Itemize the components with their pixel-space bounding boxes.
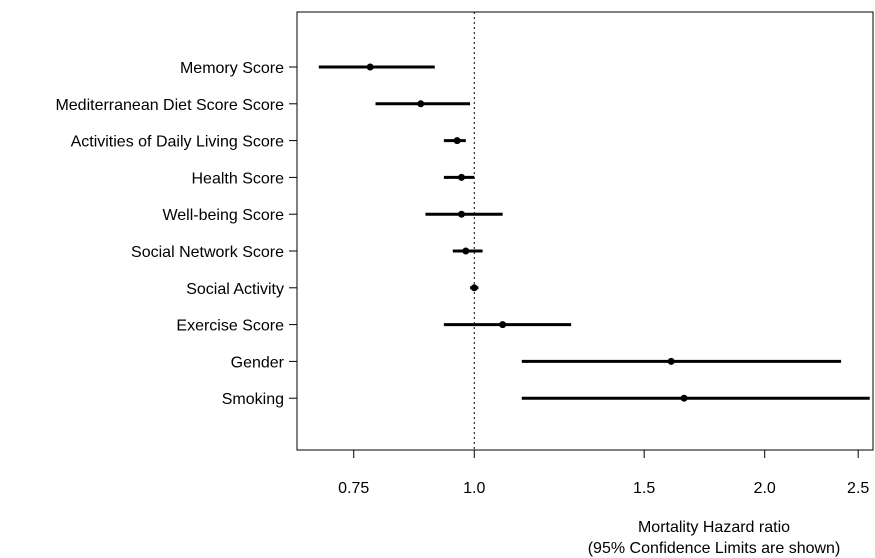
row-label: Memory Score — [180, 60, 284, 77]
x-tick-label: 2.0 — [754, 480, 776, 497]
x-tick-label: 2.5 — [847, 480, 869, 497]
row-label: Well-being Score — [162, 207, 284, 224]
point-estimate — [499, 321, 507, 329]
point-estimate — [462, 247, 470, 255]
point-estimate — [667, 357, 675, 365]
x-tick-label: 1.0 — [463, 480, 485, 497]
plot-frame — [296, 11, 874, 451]
x-tick-label: 0.75 — [338, 480, 369, 497]
point-estimate — [470, 284, 478, 292]
row-label: Smoking — [222, 391, 284, 408]
row-label: Social Activity — [186, 281, 284, 298]
row-label: Exercise Score — [176, 318, 284, 335]
row-label: Gender — [231, 354, 285, 371]
row-label: Health Score — [192, 170, 285, 187]
point-estimate — [366, 63, 374, 71]
row-label: Activities of Daily Living Score — [71, 134, 285, 151]
point-estimate — [458, 210, 466, 218]
point-estimate — [680, 394, 688, 402]
row-label: Mediterranean Diet Score Score — [55, 97, 284, 114]
x-axis-subtitle: (95% Confidence Limits are shown) — [588, 540, 841, 557]
point-estimate — [417, 100, 425, 108]
x-tick-label: 1.5 — [633, 480, 655, 497]
point-estimate — [458, 173, 466, 181]
x-axis-title: Mortality Hazard ratio — [638, 519, 790, 536]
point-estimate — [453, 137, 461, 145]
row-label: Social Network Score — [131, 244, 284, 261]
